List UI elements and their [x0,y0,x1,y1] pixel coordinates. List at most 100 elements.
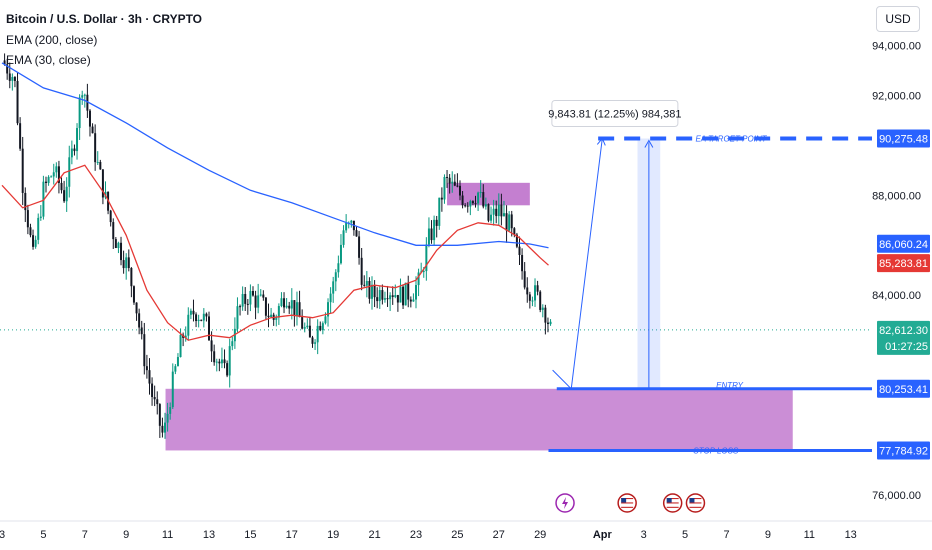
candle [513,227,516,238]
candle [26,204,29,235]
candle-body [458,185,461,196]
candle-body [373,284,376,298]
candle-body [262,294,265,298]
candle-body [244,293,247,304]
candle-body [52,172,55,177]
flag-stripe [621,504,634,506]
candle [526,277,529,303]
candle-body [210,340,213,352]
candle [339,234,342,265]
candle [233,317,236,349]
candle-body [492,208,495,215]
candle-body [200,319,203,321]
x-tick-label: Apr [593,529,613,541]
candle-body [471,201,474,204]
candle [158,403,161,438]
candle [140,320,143,340]
x-tick-label: 5 [682,529,688,541]
candle [469,199,472,216]
candle-body [44,181,47,184]
candle-body [8,73,11,81]
candle-body [34,239,37,247]
candle-body [50,176,53,178]
candle-body [412,299,415,302]
candle [521,248,524,280]
candle [383,291,386,303]
candle-body [189,310,192,315]
candle-body [381,290,384,300]
candle-body [487,204,490,221]
candle [81,90,84,105]
candle-body [453,181,456,186]
candle [456,173,459,188]
candle [435,215,438,238]
x-tick-label: 3 [641,529,647,541]
price-label-text-ema200: 86,060.24 [879,239,928,251]
candle [285,298,288,309]
currency-button[interactable]: USD [876,6,920,32]
candle-body [220,359,223,364]
candle-body [39,216,42,218]
candle-body [539,291,542,310]
candle-body [138,313,141,328]
candle-body [295,302,298,317]
candle [13,76,16,88]
candle-body [99,161,102,170]
candle [425,237,428,281]
candle-body [246,303,249,305]
candle [42,175,45,220]
candle [166,402,169,432]
candle-body [164,422,167,433]
candle-body [57,166,60,183]
entry-line-label: ENTRY [716,381,743,390]
candle [443,174,446,204]
candle-body [16,80,19,124]
candle-body [270,314,273,318]
candle [508,211,511,232]
candle-body [316,325,319,343]
candle [549,319,552,326]
candle-body [70,148,73,158]
candle-body [407,282,410,300]
candle [21,136,24,206]
candle-body [448,177,451,184]
candle-body [383,298,386,300]
candle-body [345,222,348,231]
candle-body [184,335,187,338]
ema30-legend[interactable]: EMA (30, close) [6,53,91,67]
candle-body [171,371,174,408]
candle [153,385,156,407]
candle [226,360,229,378]
flag-stripe [689,504,702,506]
countdown-label: 01:27:25 [885,341,928,353]
flag-canton [689,498,695,503]
candle-body [518,246,521,255]
candle [220,347,223,369]
candle-body [24,192,27,211]
x-tick-label: 11 [804,529,815,541]
candle-body [249,290,252,305]
candle [189,308,192,320]
ema200-line [1,62,549,249]
flag-stripe [689,506,702,508]
measure-label-box [551,99,679,127]
candle [3,53,6,66]
candle [293,300,296,327]
candle [112,218,115,249]
ema30-line [1,164,549,341]
candle-body [6,64,9,74]
flag-stripe [621,502,634,504]
ema200-legend[interactable]: EMA (200, close) [6,33,98,47]
candle [218,358,221,372]
candle-body [474,203,477,205]
candle [386,285,389,307]
candle [484,197,487,210]
candle-body [534,285,537,301]
candle-body [363,284,366,286]
symbol-title[interactable]: Bitcoin / U.S. Dollar · 3h · CRYPTO [6,12,203,26]
projection-path [552,138,603,390]
candle-body [502,213,505,217]
candle [109,209,112,227]
candle-body [490,214,493,221]
